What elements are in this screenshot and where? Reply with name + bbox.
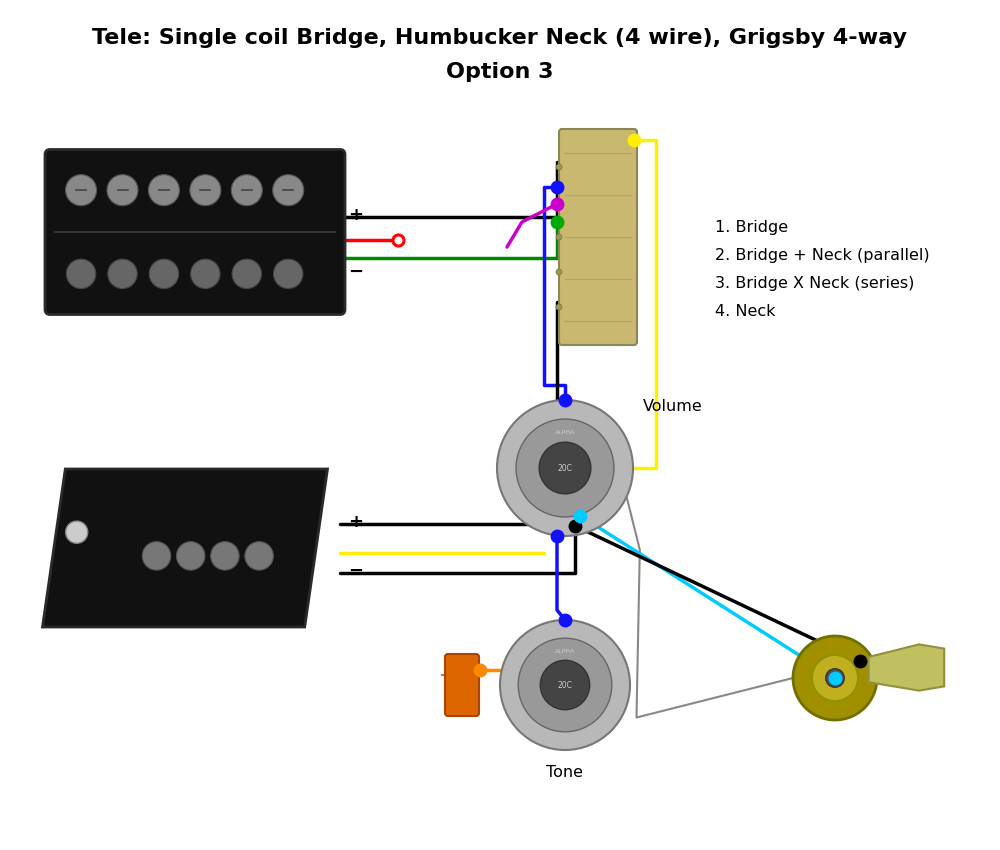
Circle shape xyxy=(142,541,171,570)
Text: +: + xyxy=(348,206,363,224)
Circle shape xyxy=(812,654,858,701)
Circle shape xyxy=(108,259,137,289)
Circle shape xyxy=(107,174,138,206)
Polygon shape xyxy=(42,469,328,627)
Circle shape xyxy=(245,541,273,570)
Circle shape xyxy=(556,269,562,275)
Circle shape xyxy=(516,419,614,517)
Circle shape xyxy=(273,259,303,289)
Circle shape xyxy=(556,234,562,240)
Polygon shape xyxy=(869,644,944,690)
Circle shape xyxy=(500,620,630,750)
Circle shape xyxy=(231,174,262,206)
Circle shape xyxy=(539,442,591,494)
Text: 20C: 20C xyxy=(558,681,572,689)
FancyBboxPatch shape xyxy=(45,150,345,314)
Circle shape xyxy=(66,259,96,289)
FancyBboxPatch shape xyxy=(445,654,479,716)
Circle shape xyxy=(232,259,262,289)
Text: 2. Bridge + Neck (parallel): 2. Bridge + Neck (parallel) xyxy=(715,248,930,263)
Circle shape xyxy=(190,174,221,206)
Circle shape xyxy=(556,304,562,310)
Circle shape xyxy=(556,164,562,170)
Circle shape xyxy=(826,669,844,688)
Circle shape xyxy=(149,259,179,289)
Circle shape xyxy=(273,174,304,206)
Circle shape xyxy=(518,638,612,732)
Circle shape xyxy=(148,174,179,206)
Circle shape xyxy=(793,636,877,720)
Text: −: − xyxy=(348,263,363,280)
Text: Tone: Tone xyxy=(546,765,584,780)
Circle shape xyxy=(211,541,239,570)
Text: Volume: Volume xyxy=(643,400,703,414)
Circle shape xyxy=(176,541,205,570)
Text: 1. Bridge: 1. Bridge xyxy=(715,220,788,235)
Circle shape xyxy=(66,174,97,206)
Text: 3. Bridge X Neck (series): 3. Bridge X Neck (series) xyxy=(715,276,914,291)
Text: Option 3: Option 3 xyxy=(446,62,554,82)
Circle shape xyxy=(497,400,633,536)
Text: 20C: 20C xyxy=(558,463,572,473)
Circle shape xyxy=(191,259,220,289)
Text: ALPHA: ALPHA xyxy=(555,649,575,654)
Circle shape xyxy=(66,521,88,543)
Circle shape xyxy=(556,199,562,205)
Text: Tele: Single coil Bridge, Humbucker Neck (4 wire), Grigsby 4-way: Tele: Single coil Bridge, Humbucker Neck… xyxy=(92,28,908,48)
Circle shape xyxy=(540,660,590,710)
Text: +: + xyxy=(348,513,363,531)
FancyBboxPatch shape xyxy=(559,129,637,345)
Text: 4. Neck: 4. Neck xyxy=(715,304,776,319)
Text: ALPHA: ALPHA xyxy=(555,430,575,435)
Text: −: − xyxy=(348,563,363,581)
